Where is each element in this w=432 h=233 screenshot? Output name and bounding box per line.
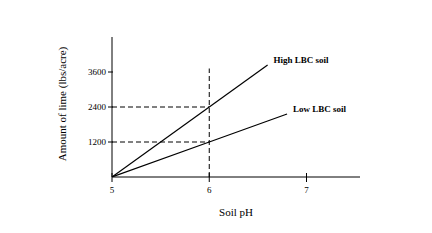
guide-line bbox=[209, 69, 210, 178]
x-tick bbox=[306, 173, 307, 182]
x-axis-label: Soil pH bbox=[219, 206, 253, 218]
x-tick bbox=[112, 173, 113, 182]
x-tick-label: 7 bbox=[304, 185, 309, 195]
x-axis bbox=[112, 177, 360, 178]
guide-line bbox=[112, 107, 209, 108]
y-axis-label: Amount of lime (lbs/acre) bbox=[56, 46, 69, 161]
series-label: High LBC soil bbox=[274, 55, 330, 65]
series-label: Low LBC soil bbox=[293, 104, 347, 114]
series-line bbox=[112, 114, 287, 177]
y-tick bbox=[108, 72, 113, 73]
chart: 5 6 7 1200 2400 3600 Soil pH Amount of lime (lb… bbox=[0, 0, 432, 233]
x-tick-label: 6 bbox=[207, 185, 212, 195]
series-line bbox=[112, 65, 268, 177]
y-tick-label: 2400 bbox=[88, 102, 107, 112]
x-tick-label: 5 bbox=[110, 185, 115, 195]
plot-area bbox=[112, 65, 287, 177]
y-tick-label: 1200 bbox=[88, 137, 107, 147]
y-tick-label: 3600 bbox=[88, 67, 107, 77]
